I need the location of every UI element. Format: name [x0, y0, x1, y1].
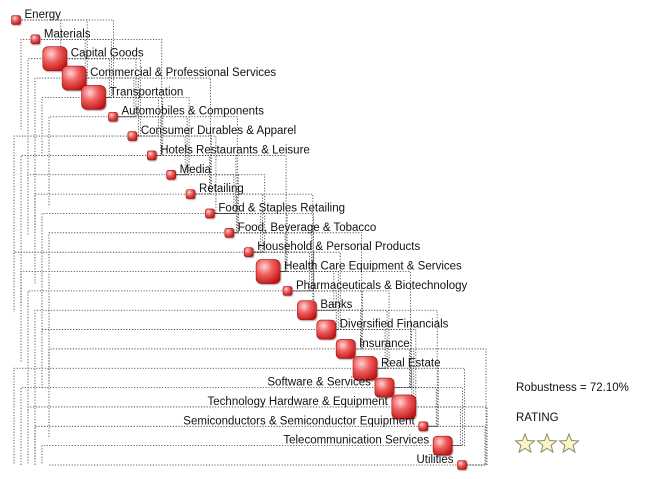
connector-line [20, 38, 36, 130]
node-label: Media [180, 164, 212, 176]
node-label: Food, Beverage & Tobacco [238, 222, 377, 234]
connector-line [268, 271, 411, 389]
connector-line [306, 309, 438, 427]
connector-line [27, 58, 55, 179]
node-label: Food & Staples Retailing [218, 202, 345, 214]
connector-line [48, 348, 346, 439]
node-label: Retailing [199, 183, 244, 195]
connector-line [27, 406, 404, 465]
cluster-node[interactable] [146, 150, 157, 161]
node-label: Technology Hardware & Equipment [208, 396, 389, 408]
connector-lines [13, 19, 488, 466]
star-icon [514, 432, 536, 454]
connector-line [41, 96, 94, 158]
node-label: Commercial & Professional Services [90, 67, 276, 79]
cluster-node[interactable] [185, 189, 196, 199]
node-label: Energy [25, 9, 62, 21]
connector-line [48, 232, 230, 383]
cluster-node[interactable] [243, 247, 254, 257]
cluster-node[interactable] [282, 286, 293, 296]
connector-line [41, 445, 443, 465]
connector-line [74, 77, 139, 137]
connector-line [13, 367, 366, 465]
cluster-node[interactable] [457, 460, 467, 470]
cluster-node[interactable] [11, 15, 21, 25]
cluster-node[interactable] [30, 34, 41, 45]
cluster-node[interactable] [166, 169, 176, 180]
cluster-node[interactable] [297, 300, 317, 321]
cluster-node[interactable] [418, 421, 429, 432]
cluster-node[interactable] [61, 65, 87, 91]
cluster-node[interactable] [81, 85, 106, 110]
node-label: Automobiles & Components [121, 106, 264, 118]
node-label: Consumer Durables & Apparel [141, 125, 296, 137]
node-label: Diversified Financials [340, 319, 449, 331]
connector-line [34, 309, 307, 461]
cluster-node[interactable] [255, 259, 281, 284]
connector-line [41, 213, 210, 334]
cluster-node[interactable] [391, 394, 417, 420]
connector-line [268, 271, 339, 330]
cluster-node[interactable] [352, 355, 378, 381]
connector-line [54, 58, 141, 137]
connector-line [20, 387, 385, 465]
connector-line [365, 367, 466, 447]
node-label: Telecommunication Services [283, 435, 429, 447]
connector-line [20, 155, 152, 306]
node-label: Insurance [359, 338, 410, 350]
connector-line [54, 58, 137, 118]
connector-line [48, 116, 113, 207]
node-label: Transportation [110, 86, 184, 98]
rating-stars [514, 432, 580, 454]
connector-line [13, 251, 249, 313]
node-label: Software & Services [267, 377, 371, 389]
connector-line [423, 425, 486, 466]
cluster-node[interactable] [205, 208, 215, 219]
node-label: Utilities [416, 454, 453, 466]
node-label: Capital Goods [71, 48, 144, 60]
connector-line [74, 77, 211, 195]
connector-line [20, 271, 269, 362]
connector-line [27, 174, 172, 235]
label-group: Energy Materials Capital Goods Commercial &… [25, 9, 468, 466]
connector-line [190, 193, 264, 253]
cluster-node[interactable] [374, 377, 395, 398]
cluster-node[interactable] [42, 46, 68, 71]
node-label: Household & Personal Products [257, 241, 420, 253]
connector-line [171, 174, 266, 253]
connector-line [345, 348, 487, 466]
star-icon [536, 432, 558, 454]
node-label: Semiconductors & Semiconductor Equipment [183, 415, 415, 427]
star-icon [558, 432, 580, 454]
node-label: Real Estate [381, 357, 440, 369]
connector-line [34, 193, 191, 285]
connector-line [13, 135, 133, 257]
rating-label: RATING [516, 412, 559, 424]
cluster-node[interactable] [316, 319, 337, 340]
connector-line [384, 387, 464, 447]
robustness-value: Robustness = 72.10% [516, 382, 629, 394]
connector-line [403, 406, 488, 466]
connector-line [34, 77, 75, 229]
node-label: Health Care Equipment & Services [284, 261, 462, 273]
node-label: Materials [44, 28, 91, 40]
cluster-node[interactable] [335, 339, 356, 359]
node-group [11, 15, 467, 470]
cluster-node[interactable] [127, 131, 138, 141]
node-label: Hotels Restaurants & Leisure [160, 144, 310, 156]
connector-line [248, 251, 341, 330]
connector-line [34, 425, 424, 465]
cluster-node[interactable] [432, 435, 453, 456]
cluster-node[interactable] [108, 111, 118, 122]
connector-line [268, 271, 335, 311]
cluster-node[interactable] [224, 228, 235, 238]
node-label: Banks [320, 299, 352, 311]
connector-line [93, 96, 190, 176]
connector-line [27, 290, 288, 411]
node-label: Pharmaceuticals & Biotechnology [296, 280, 468, 292]
